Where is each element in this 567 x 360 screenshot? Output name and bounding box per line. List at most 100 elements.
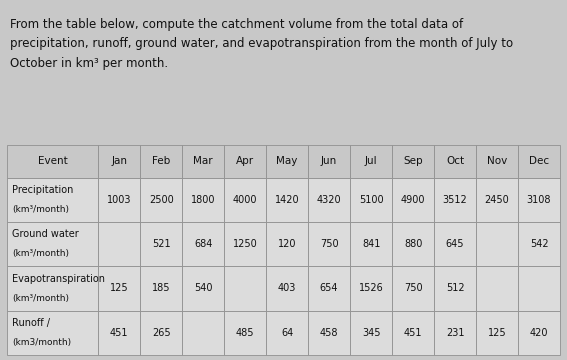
FancyBboxPatch shape bbox=[350, 311, 392, 355]
FancyBboxPatch shape bbox=[518, 222, 560, 266]
FancyBboxPatch shape bbox=[182, 145, 224, 177]
Text: 2450: 2450 bbox=[485, 195, 509, 205]
FancyBboxPatch shape bbox=[7, 222, 98, 266]
Text: 231: 231 bbox=[446, 328, 464, 338]
Text: 2500: 2500 bbox=[149, 195, 174, 205]
Text: Mar: Mar bbox=[193, 156, 213, 166]
FancyBboxPatch shape bbox=[518, 311, 560, 355]
FancyBboxPatch shape bbox=[7, 177, 98, 222]
Text: 485: 485 bbox=[236, 328, 255, 338]
FancyBboxPatch shape bbox=[476, 222, 518, 266]
FancyBboxPatch shape bbox=[266, 145, 308, 177]
FancyBboxPatch shape bbox=[140, 311, 182, 355]
Text: 540: 540 bbox=[194, 283, 213, 293]
FancyBboxPatch shape bbox=[98, 222, 140, 266]
Text: 3108: 3108 bbox=[527, 195, 551, 205]
Text: 542: 542 bbox=[530, 239, 548, 249]
Text: Jul: Jul bbox=[365, 156, 378, 166]
Text: 3512: 3512 bbox=[443, 195, 467, 205]
FancyBboxPatch shape bbox=[140, 177, 182, 222]
Text: 750: 750 bbox=[320, 239, 338, 249]
FancyBboxPatch shape bbox=[266, 311, 308, 355]
Text: 125: 125 bbox=[110, 283, 129, 293]
Text: 4320: 4320 bbox=[317, 195, 341, 205]
FancyBboxPatch shape bbox=[392, 145, 434, 177]
Text: (km³/month): (km³/month) bbox=[12, 205, 69, 214]
FancyBboxPatch shape bbox=[7, 145, 98, 177]
FancyBboxPatch shape bbox=[7, 311, 98, 355]
FancyBboxPatch shape bbox=[308, 266, 350, 311]
FancyBboxPatch shape bbox=[476, 177, 518, 222]
FancyBboxPatch shape bbox=[350, 145, 392, 177]
FancyBboxPatch shape bbox=[476, 311, 518, 355]
Text: precipitation, runoff, ground water, and evapotranspiration from the month of Ju: precipitation, runoff, ground water, and… bbox=[10, 37, 513, 50]
Text: 458: 458 bbox=[320, 328, 338, 338]
FancyBboxPatch shape bbox=[476, 145, 518, 177]
Text: (km³/month): (km³/month) bbox=[12, 249, 69, 258]
FancyBboxPatch shape bbox=[350, 222, 392, 266]
Text: Evapotranspiration: Evapotranspiration bbox=[12, 274, 105, 284]
Text: Jan: Jan bbox=[111, 156, 127, 166]
Text: 64: 64 bbox=[281, 328, 293, 338]
FancyBboxPatch shape bbox=[392, 177, 434, 222]
FancyBboxPatch shape bbox=[350, 177, 392, 222]
Text: Ground water: Ground water bbox=[12, 229, 79, 239]
FancyBboxPatch shape bbox=[308, 177, 350, 222]
Text: 1420: 1420 bbox=[275, 195, 299, 205]
FancyBboxPatch shape bbox=[140, 145, 182, 177]
FancyBboxPatch shape bbox=[98, 311, 140, 355]
FancyBboxPatch shape bbox=[434, 145, 476, 177]
FancyBboxPatch shape bbox=[182, 177, 224, 222]
FancyBboxPatch shape bbox=[182, 311, 224, 355]
FancyBboxPatch shape bbox=[224, 311, 266, 355]
Text: (km3/month): (km3/month) bbox=[12, 338, 71, 347]
Text: May: May bbox=[277, 156, 298, 166]
FancyBboxPatch shape bbox=[434, 177, 476, 222]
Text: 125: 125 bbox=[488, 328, 506, 338]
FancyBboxPatch shape bbox=[266, 177, 308, 222]
FancyBboxPatch shape bbox=[350, 266, 392, 311]
Text: 841: 841 bbox=[362, 239, 380, 249]
FancyBboxPatch shape bbox=[224, 222, 266, 266]
Text: 4000: 4000 bbox=[233, 195, 257, 205]
Text: 345: 345 bbox=[362, 328, 380, 338]
Text: 403: 403 bbox=[278, 283, 297, 293]
Text: 5100: 5100 bbox=[359, 195, 383, 205]
Text: 1003: 1003 bbox=[107, 195, 132, 205]
Text: Precipitation: Precipitation bbox=[12, 185, 73, 195]
Text: 1250: 1250 bbox=[233, 239, 257, 249]
Text: Jun: Jun bbox=[321, 156, 337, 166]
FancyBboxPatch shape bbox=[476, 266, 518, 311]
Text: 521: 521 bbox=[152, 239, 171, 249]
Text: 420: 420 bbox=[530, 328, 548, 338]
Text: 1526: 1526 bbox=[359, 283, 383, 293]
FancyBboxPatch shape bbox=[98, 145, 140, 177]
FancyBboxPatch shape bbox=[98, 266, 140, 311]
Text: Feb: Feb bbox=[152, 156, 170, 166]
FancyBboxPatch shape bbox=[308, 311, 350, 355]
FancyBboxPatch shape bbox=[266, 222, 308, 266]
Text: Dec: Dec bbox=[529, 156, 549, 166]
FancyBboxPatch shape bbox=[182, 266, 224, 311]
FancyBboxPatch shape bbox=[434, 222, 476, 266]
FancyBboxPatch shape bbox=[392, 266, 434, 311]
FancyBboxPatch shape bbox=[392, 222, 434, 266]
Text: 512: 512 bbox=[446, 283, 464, 293]
Text: 1800: 1800 bbox=[191, 195, 215, 205]
Text: 265: 265 bbox=[152, 328, 171, 338]
Text: Apr: Apr bbox=[236, 156, 254, 166]
FancyBboxPatch shape bbox=[308, 145, 350, 177]
Text: Sep: Sep bbox=[403, 156, 423, 166]
Text: Oct: Oct bbox=[446, 156, 464, 166]
FancyBboxPatch shape bbox=[224, 145, 266, 177]
FancyBboxPatch shape bbox=[434, 266, 476, 311]
FancyBboxPatch shape bbox=[266, 266, 308, 311]
Text: 451: 451 bbox=[404, 328, 422, 338]
Text: From the table below, compute the catchment volume from the total data of: From the table below, compute the catchm… bbox=[10, 18, 463, 31]
Text: 654: 654 bbox=[320, 283, 338, 293]
Text: 120: 120 bbox=[278, 239, 297, 249]
FancyBboxPatch shape bbox=[224, 266, 266, 311]
Text: 185: 185 bbox=[152, 283, 171, 293]
Text: (km³/month): (km³/month) bbox=[12, 294, 69, 303]
Text: 4900: 4900 bbox=[401, 195, 425, 205]
